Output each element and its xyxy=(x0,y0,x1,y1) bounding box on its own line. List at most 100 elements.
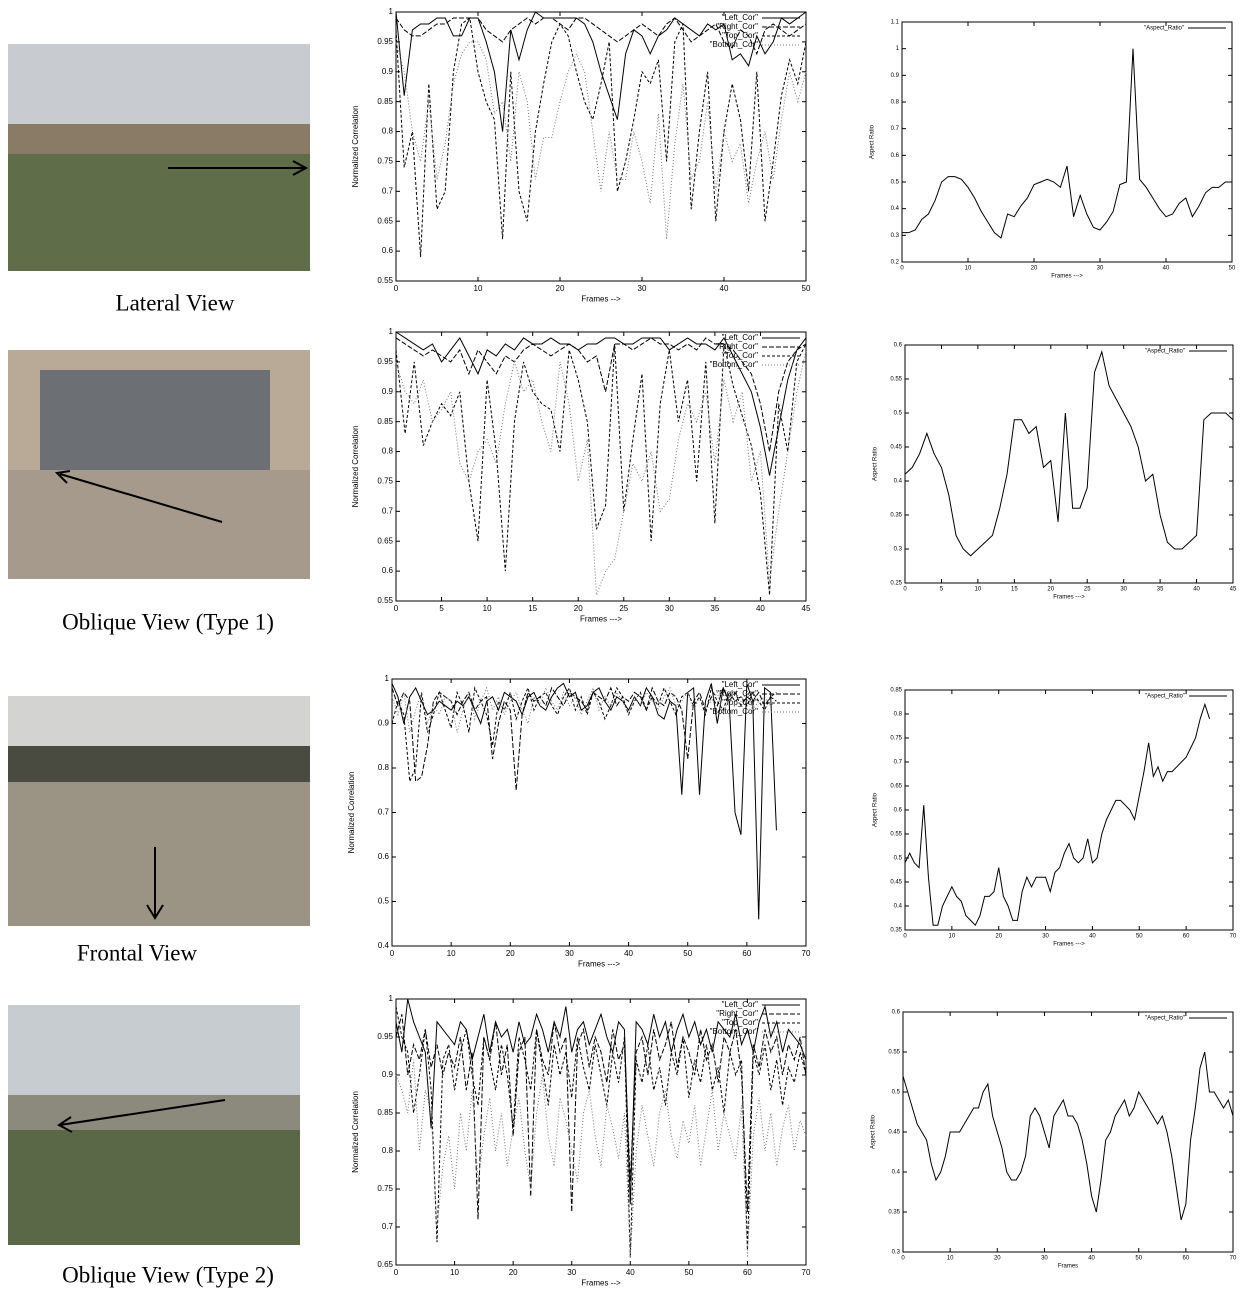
y-tick-label: 0.9 xyxy=(382,387,394,396)
x-tick-label: 35 xyxy=(1157,587,1164,593)
y-tick-label: 0.6 xyxy=(891,153,900,159)
y-tick-label: 0.2 xyxy=(891,260,900,266)
y-tick-label: 0.35 xyxy=(890,928,902,934)
x-tick-label: 70 xyxy=(802,949,811,958)
y-axis-label: Aspect Ratio xyxy=(871,1114,877,1149)
y-tick-label: 0.6 xyxy=(378,852,390,861)
legend-label: "Left_Cor" xyxy=(722,13,759,22)
legend-label: "Bottom_Cor" xyxy=(710,1027,759,1036)
legend-label: "Bottom_Cor" xyxy=(710,707,759,716)
x-tick-label: 20 xyxy=(1047,587,1054,593)
x-tick-label: 10 xyxy=(949,934,956,940)
x-tick-label: 0 xyxy=(394,1268,399,1277)
legend-label: "Bottom_Cor" xyxy=(710,40,759,49)
y-tick-label: 0.75 xyxy=(890,736,902,742)
x-tick-label: 10 xyxy=(450,1268,459,1277)
x-tick-label: 0 xyxy=(901,1256,905,1262)
y-tick-label: 1 xyxy=(389,327,394,336)
y-tick-label: 0.7 xyxy=(382,1222,394,1231)
x-tick-label: 30 xyxy=(565,949,574,958)
x-axis-label: Frames ---> xyxy=(580,615,622,624)
x-tick-label: 30 xyxy=(638,284,647,293)
x-tick-label: 20 xyxy=(1031,266,1038,272)
y-tick-label: 0.75 xyxy=(377,1184,393,1193)
x-tick-label: 30 xyxy=(567,1268,576,1277)
y-tick-label: 0.55 xyxy=(890,832,902,838)
x-tick-label: 40 xyxy=(1163,266,1170,272)
x-axis-label: Frames --> xyxy=(581,1279,621,1288)
y-tick-label: 0.55 xyxy=(888,1050,900,1056)
x-tick-label: 30 xyxy=(665,604,674,613)
y-tick-label: 0.65 xyxy=(377,1260,393,1269)
legend-label: "Right_Cor" xyxy=(716,1009,758,1018)
x-tick-label: 20 xyxy=(506,949,515,958)
x-tick-label: 10 xyxy=(474,284,483,293)
x-tick-label: 20 xyxy=(556,284,565,293)
x-tick-label: 25 xyxy=(1084,587,1091,593)
y-tick-label: 0.8 xyxy=(378,763,390,772)
x-tick-label: 25 xyxy=(619,604,628,613)
x-tick-label: 50 xyxy=(684,1268,693,1277)
x-tick-label: 50 xyxy=(802,284,811,293)
x-tick-label: 60 xyxy=(743,1268,752,1277)
y-tick-label: 0.6 xyxy=(894,343,903,349)
x-tick-label: 15 xyxy=(1011,587,1018,593)
x-tick-label: 40 xyxy=(1089,934,1096,940)
x-axis-label: Frames ---> xyxy=(1053,594,1085,600)
y-tick-label: 0.9 xyxy=(382,1070,394,1079)
x-tick-label: 50 xyxy=(683,949,692,958)
x-tick-label: 40 xyxy=(1088,1256,1095,1262)
plot-frame xyxy=(902,22,1232,262)
x-tick-label: 10 xyxy=(483,604,492,613)
x-tick-label: 0 xyxy=(394,604,399,613)
x-tick-label: 70 xyxy=(802,1268,811,1277)
y-tick-label: 0.3 xyxy=(892,1250,901,1256)
y-tick-label: 0.55 xyxy=(377,276,393,285)
y-tick-label: 0.5 xyxy=(891,180,900,186)
y-tick-label: 0.4 xyxy=(892,1170,901,1176)
x-tick-label: 0 xyxy=(900,266,904,272)
y-tick-label: 0.9 xyxy=(382,67,394,76)
y-tick-label: 0.5 xyxy=(378,897,390,906)
y-tick-label: 0.65 xyxy=(377,536,393,545)
photo-lateral xyxy=(8,44,310,271)
y-tick-label: 0.8 xyxy=(382,127,394,136)
x-tick-label: 30 xyxy=(1041,1256,1048,1262)
x-tick-label: 40 xyxy=(1193,587,1200,593)
y-tick-label: 0.5 xyxy=(894,411,903,417)
x-axis-label: Frames ---> xyxy=(1053,941,1085,947)
y-tick-label: 0.45 xyxy=(890,880,902,886)
y-tick-label: 0.5 xyxy=(892,1090,901,1096)
y-tick-label: 0.55 xyxy=(890,377,902,383)
y-tick-label: 0.35 xyxy=(888,1210,900,1216)
y-tick-label: 0.4 xyxy=(378,941,390,950)
x-tick-label: 0 xyxy=(903,934,907,940)
y-tick-label: 0.4 xyxy=(891,206,900,212)
x-tick-label: 40 xyxy=(756,604,765,613)
y-tick-label: 0.9 xyxy=(378,719,390,728)
x-axis-label: Frames ---> xyxy=(1051,273,1083,279)
series-line xyxy=(905,704,1210,925)
y-tick-label: 0.8 xyxy=(382,447,394,456)
y-axis-label: Normalized Correlation xyxy=(347,772,356,854)
x-tick-label: 20 xyxy=(574,604,583,613)
y-tick-label: 0.7 xyxy=(894,760,903,766)
x-tick-label: 20 xyxy=(994,1256,1001,1262)
x-tick-label: 70 xyxy=(1230,934,1237,940)
y-tick-label: 1 xyxy=(385,674,390,683)
plot-frame xyxy=(396,12,806,281)
series-line xyxy=(396,344,806,595)
x-tick-label: 40 xyxy=(624,949,633,958)
y-tick-label: 0.6 xyxy=(382,566,394,575)
y-tick-label: 0.3 xyxy=(891,233,900,239)
legend-label: "Top_Cor" xyxy=(722,351,758,360)
series-line xyxy=(396,350,806,595)
x-tick-label: 0 xyxy=(394,284,399,293)
y-tick-label: 0.25 xyxy=(890,581,902,587)
x-axis-label: Frames --> xyxy=(581,295,621,304)
x-tick-label: 40 xyxy=(626,1268,635,1277)
y-tick-label: 0.4 xyxy=(894,904,903,910)
y-tick-label: 1 xyxy=(389,7,394,16)
y-tick-label: 0.35 xyxy=(890,513,902,519)
y-axis-label: Aspect Ratio xyxy=(870,124,876,159)
